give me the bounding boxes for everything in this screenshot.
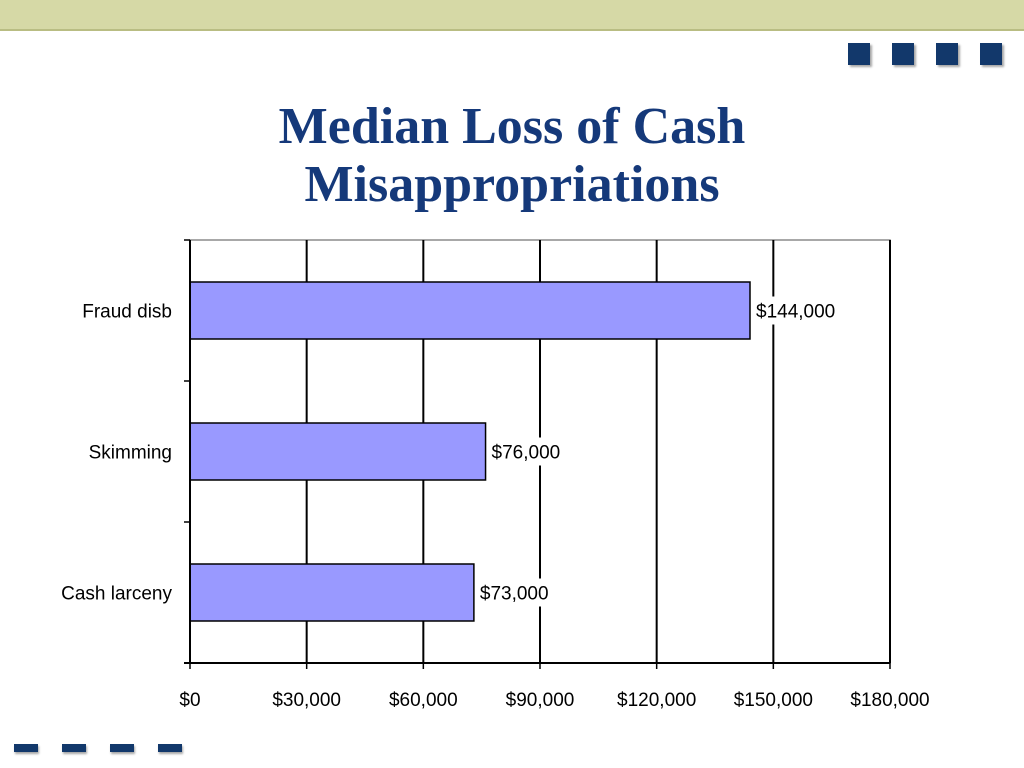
dash-icon	[14, 744, 38, 752]
data-label: $144,000	[756, 302, 835, 323]
dash-icon	[110, 744, 134, 752]
bar	[189, 422, 487, 481]
bar	[189, 281, 751, 340]
square-icon	[936, 43, 958, 65]
decorative-squares-top	[848, 43, 1002, 65]
x-tick-label: $150,000	[734, 690, 813, 711]
data-label-background	[476, 578, 556, 607]
data-label-background	[753, 296, 842, 325]
dash-icon	[158, 744, 182, 752]
slide-title-line-2: Misappropriations	[304, 156, 720, 213]
x-tick-label: $30,000	[272, 690, 341, 711]
x-tick-label: $180,000	[850, 690, 929, 711]
category-label: Cash larceny	[61, 584, 172, 605]
bar	[189, 563, 475, 622]
x-tick-label: $90,000	[506, 690, 575, 711]
decorative-dashes-bottom	[14, 744, 182, 752]
top-band	[0, 0, 1024, 31]
x-tick-label: $0	[179, 690, 200, 711]
category-label: Fraud disb	[82, 302, 172, 323]
square-icon	[892, 43, 914, 65]
data-label-background	[488, 437, 567, 466]
data-label: $76,000	[492, 443, 561, 464]
data-label: $73,000	[480, 584, 549, 605]
slide-title-line-1: Median Loss of Cash	[278, 98, 746, 155]
slide-title: Median Loss of Cash Misappropriations	[0, 98, 1024, 214]
square-icon	[980, 43, 1002, 65]
square-icon	[848, 43, 870, 65]
x-tick-label: $120,000	[617, 690, 696, 711]
dash-icon	[62, 744, 86, 752]
category-label: Skimming	[89, 443, 172, 464]
x-tick-label: $60,000	[389, 690, 458, 711]
